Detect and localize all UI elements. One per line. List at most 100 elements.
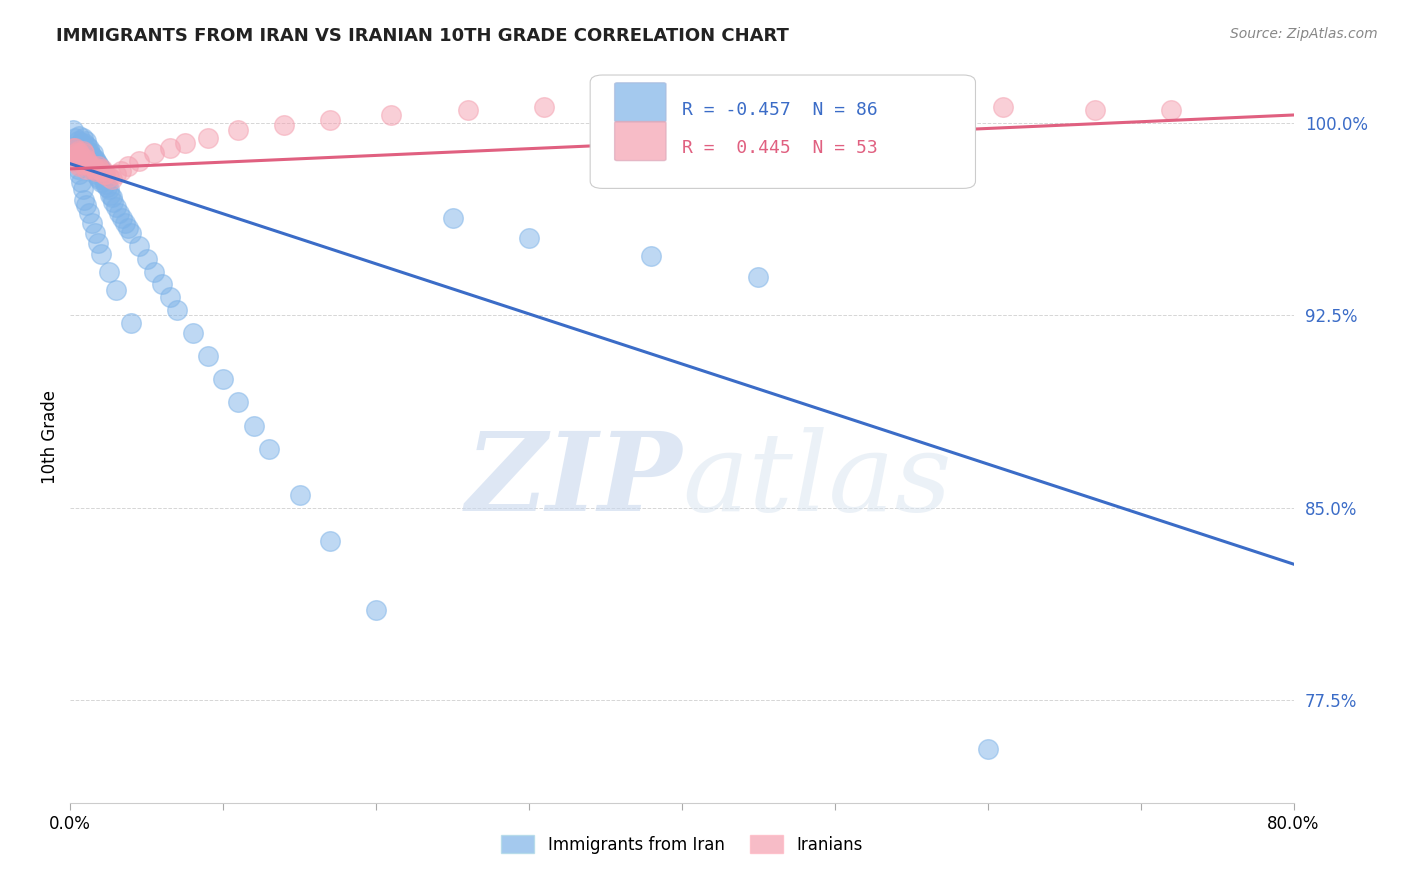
Point bbox=[97, 169, 120, 184]
Point bbox=[84, 154, 107, 169]
Point bbox=[212, 372, 235, 386]
Text: IMMIGRANTS FROM IRAN VS IRANIAN 10TH GRADE CORRELATION CHART: IMMIGRANTS FROM IRAN VS IRANIAN 10TH GRA… bbox=[56, 27, 789, 45]
Point bbox=[73, 136, 96, 151]
Point bbox=[97, 264, 120, 278]
Y-axis label: 10th Grade: 10th Grade bbox=[41, 390, 59, 484]
Point bbox=[808, 97, 831, 112]
Point bbox=[65, 146, 87, 161]
Point bbox=[150, 277, 173, 292]
Point bbox=[121, 226, 143, 240]
Point bbox=[976, 742, 998, 756]
Point bbox=[79, 159, 101, 173]
Point bbox=[98, 187, 121, 202]
Point bbox=[69, 152, 91, 166]
Point bbox=[108, 205, 131, 219]
Point bbox=[87, 236, 110, 251]
Point bbox=[83, 164, 105, 178]
Point bbox=[63, 131, 86, 145]
Point bbox=[117, 221, 139, 235]
Point bbox=[273, 118, 295, 132]
Point bbox=[159, 290, 181, 304]
Point bbox=[517, 231, 540, 245]
Point bbox=[80, 149, 103, 163]
Text: atlas: atlas bbox=[682, 427, 952, 534]
Point bbox=[65, 138, 87, 153]
Point bbox=[63, 149, 86, 163]
Point bbox=[533, 100, 555, 114]
Point bbox=[77, 157, 100, 171]
Point bbox=[105, 283, 128, 297]
Point bbox=[69, 167, 91, 181]
Point bbox=[89, 172, 111, 186]
Point bbox=[114, 216, 136, 230]
Point bbox=[62, 123, 84, 137]
Point bbox=[77, 141, 100, 155]
Point bbox=[83, 152, 105, 166]
Point bbox=[70, 149, 93, 163]
Point bbox=[66, 134, 89, 148]
Point bbox=[96, 179, 118, 194]
Point bbox=[900, 100, 922, 114]
Point bbox=[991, 100, 1014, 114]
Point bbox=[94, 178, 117, 192]
Point bbox=[93, 167, 115, 181]
Text: ZIP: ZIP bbox=[465, 427, 682, 534]
Point bbox=[174, 136, 197, 151]
Point bbox=[105, 167, 128, 181]
Point bbox=[73, 193, 96, 207]
Point bbox=[93, 172, 115, 186]
Text: R =  0.445  N = 53: R = 0.445 N = 53 bbox=[682, 139, 877, 157]
Point bbox=[366, 603, 388, 617]
Point bbox=[128, 239, 150, 253]
Point bbox=[80, 216, 103, 230]
Point bbox=[72, 144, 94, 158]
Point bbox=[72, 141, 94, 155]
Point bbox=[197, 349, 219, 363]
Point bbox=[82, 146, 104, 161]
Point bbox=[63, 146, 86, 161]
Point bbox=[243, 418, 266, 433]
Point bbox=[135, 252, 157, 266]
Point bbox=[100, 172, 122, 186]
Point bbox=[75, 161, 97, 176]
Point bbox=[128, 154, 150, 169]
Point bbox=[66, 144, 89, 158]
Point bbox=[72, 182, 94, 196]
Point bbox=[441, 211, 464, 225]
Point bbox=[66, 157, 89, 171]
Point bbox=[75, 154, 97, 169]
Point bbox=[87, 159, 110, 173]
Point bbox=[63, 141, 86, 155]
Point bbox=[84, 167, 107, 181]
Point bbox=[111, 211, 134, 225]
Point bbox=[90, 246, 112, 260]
FancyBboxPatch shape bbox=[614, 121, 666, 161]
Point bbox=[89, 159, 111, 173]
Point bbox=[91, 167, 114, 181]
FancyBboxPatch shape bbox=[614, 83, 666, 122]
Point bbox=[87, 157, 110, 171]
Point bbox=[72, 131, 94, 145]
Point bbox=[69, 146, 91, 161]
Point bbox=[228, 123, 250, 137]
Point bbox=[166, 303, 188, 318]
Point bbox=[79, 159, 101, 173]
Point bbox=[319, 113, 342, 128]
Point bbox=[76, 138, 98, 153]
Point bbox=[640, 249, 662, 263]
Point bbox=[380, 108, 402, 122]
Point bbox=[76, 152, 98, 166]
Point bbox=[69, 159, 91, 173]
Point bbox=[1084, 103, 1107, 117]
Point bbox=[457, 103, 479, 117]
Point bbox=[83, 161, 105, 176]
Point bbox=[79, 146, 101, 161]
Point bbox=[69, 128, 91, 143]
Point bbox=[73, 146, 96, 161]
Point bbox=[83, 226, 105, 240]
Point bbox=[66, 144, 89, 158]
Point bbox=[89, 161, 111, 176]
Point bbox=[747, 269, 769, 284]
Legend: Immigrants from Iran, Iranians: Immigrants from Iran, Iranians bbox=[495, 829, 869, 860]
Point bbox=[87, 169, 110, 184]
